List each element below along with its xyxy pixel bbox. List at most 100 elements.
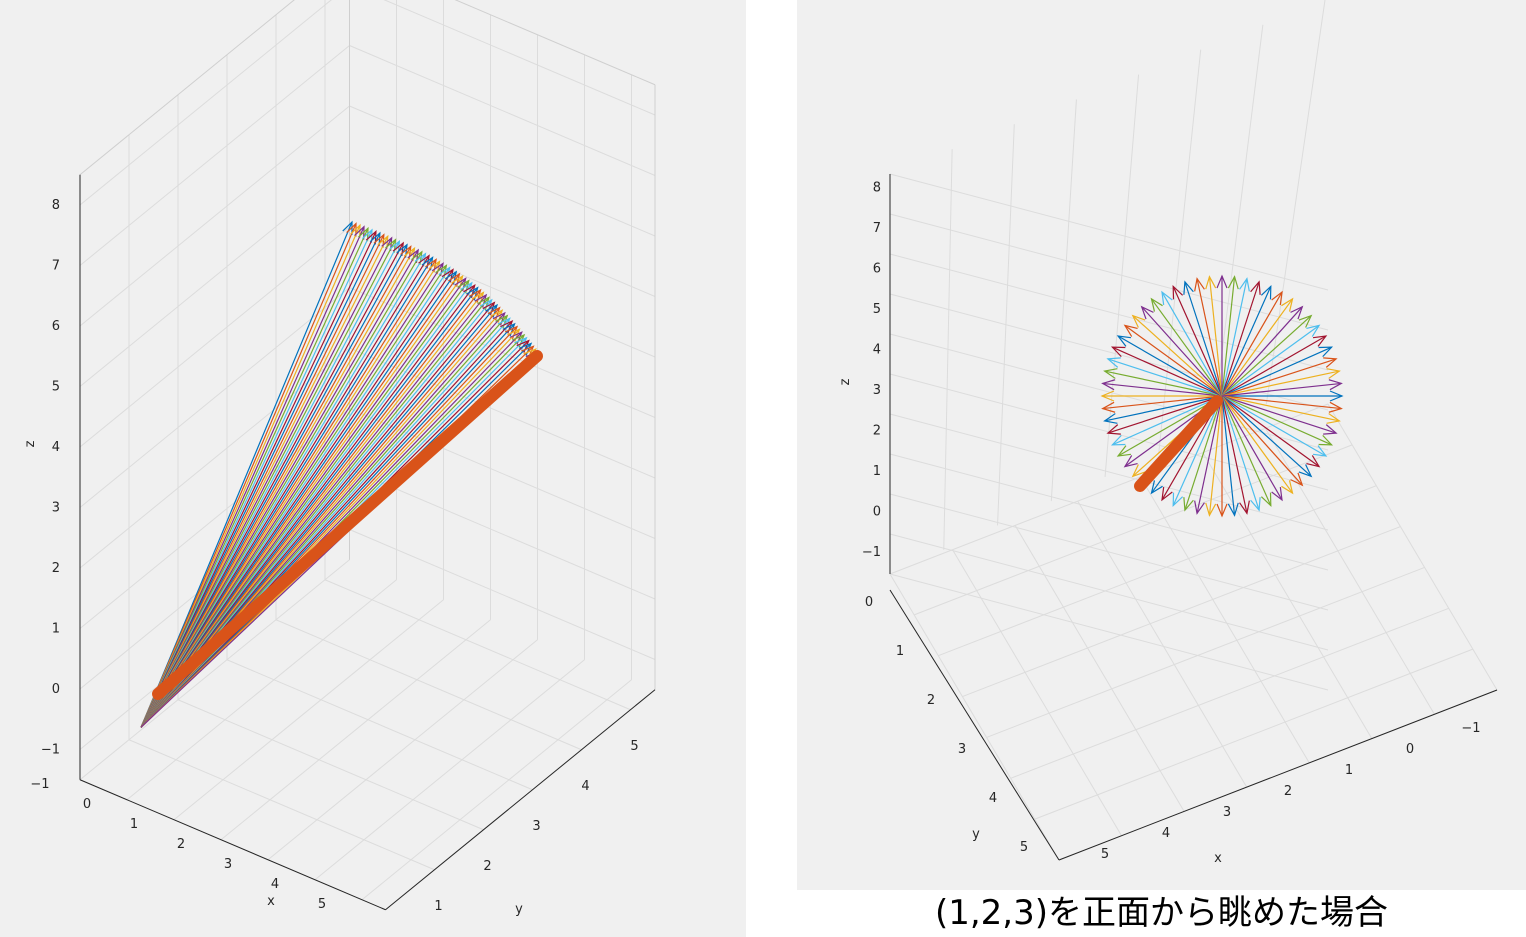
z-tick-label: 3 [873,383,881,398]
arrow-shaft [1112,395,1223,446]
z-tick-label: 2 [873,424,881,439]
floor-grid-line [1327,403,1498,691]
x-tick-label: 5 [1101,847,1109,862]
arrow-shaft [1221,298,1294,397]
arrow-head [361,228,373,243]
arrow-head [411,250,423,265]
arrow-shaft [1221,286,1272,397]
arrow-shaft [140,244,408,728]
arrow-head [1101,379,1116,391]
side-wall-grid-line [349,105,656,237]
side-wall-grid-line [383,0,656,116]
arrow-head [365,230,377,245]
arrow-head [425,258,437,273]
arrow-head [1172,492,1184,508]
floor-grid-line [1202,452,1373,739]
arrow-head [1326,368,1341,379]
floor-grid-line [1010,607,1449,779]
y-tick-label: 3 [958,742,966,757]
wall-grid-line [889,453,1329,571]
arrow-head [1103,368,1118,379]
x-tick-label: 3 [224,857,232,872]
arrow-shaft [1221,306,1303,397]
left-arrows [140,220,543,728]
y-tick-label: 2 [483,859,491,874]
arrow-shaft [140,234,385,728]
arrow-shaft [140,271,457,728]
right-3d-plot[interactable]: −1 0 1 2 3 4 5 6 7 8 0 1 2 3 4 5 −1 0 1 2 3 4 5 x y z [797,0,1526,890]
arrow-head [350,223,361,239]
floor-grid-line [267,639,538,861]
arrow-head [388,239,401,255]
z-axis-label: z [23,440,38,447]
arrow-head [1116,445,1132,457]
arrow-shaft [140,273,460,728]
back-wall-grid-line [79,105,350,327]
arrow-shaft [140,229,373,728]
arrow-shaft [1221,370,1340,397]
arrow-head [1194,500,1205,515]
arrow-head [1323,357,1338,368]
arrow-shaft [140,224,361,728]
arrow-shaft [1221,395,1236,516]
x-tick-label: 0 [1406,742,1414,757]
z-tick-label: 0 [52,682,60,697]
arrow-head [1161,486,1173,502]
side-wall-grid-line [349,347,656,479]
floor-grid-line [361,679,632,901]
y-tick-label: 1 [434,899,442,914]
wall-grid-line [1050,99,1077,502]
arrow-shaft [140,237,393,728]
arrow-head [403,246,416,262]
arrow-shaft [140,221,353,728]
arrow-head [1239,500,1250,515]
arrow-head [414,252,427,267]
y-tick-label: 4 [581,779,589,794]
arrow-shaft [140,259,437,728]
arrow-head [1205,275,1217,290]
arrow-shaft [1102,395,1223,410]
arrow-shaft [1196,395,1223,514]
floor-grid-line [314,659,585,881]
x-tick-label: 0 [83,797,91,812]
arrow-head [1239,277,1250,292]
side-wall-grid-line [349,468,656,600]
x-axis-line [1058,689,1498,861]
floor-grid-line [324,579,631,711]
arrow-head [1140,305,1154,320]
y-axis-line [889,589,1060,861]
arrow-shaft [140,241,400,728]
floor-grid-line [226,659,533,791]
x-axis-label: x [267,894,275,909]
arrow-shaft [140,236,389,728]
arrow-shaft [1221,335,1327,397]
arrow-shaft [1221,291,1283,397]
arrow-head [1290,305,1304,320]
wall-grid-line [889,413,1329,531]
floor-grid-line [177,699,484,831]
arrow-shaft [1196,278,1223,397]
arrow-shaft [140,331,523,728]
arrow-head [1150,480,1163,495]
arrow-shaft [140,239,397,728]
figure-caption: (1,2,3)を正面から眺めた場合 [934,893,1389,933]
floor-grid-line [220,619,491,841]
z-tick-label: 6 [52,319,60,334]
arrow-shaft [140,249,419,728]
arrow-head [354,225,365,240]
floor-grid-line [128,739,435,871]
arrow-shaft [140,329,520,728]
arrow-shaft [1221,315,1312,397]
floor-grid-line [1034,648,1474,820]
arrow-shaft [140,267,451,728]
y-tick-label: 2 [927,693,935,708]
back-wall-grid-line [79,0,332,206]
arrow-shaft [140,228,369,728]
arrow-shaft [1221,346,1332,397]
arrow-head [1271,486,1283,502]
arrow-head [418,254,430,269]
arrow-shaft [1107,358,1223,397]
x-tick-label: 1 [1345,763,1353,778]
